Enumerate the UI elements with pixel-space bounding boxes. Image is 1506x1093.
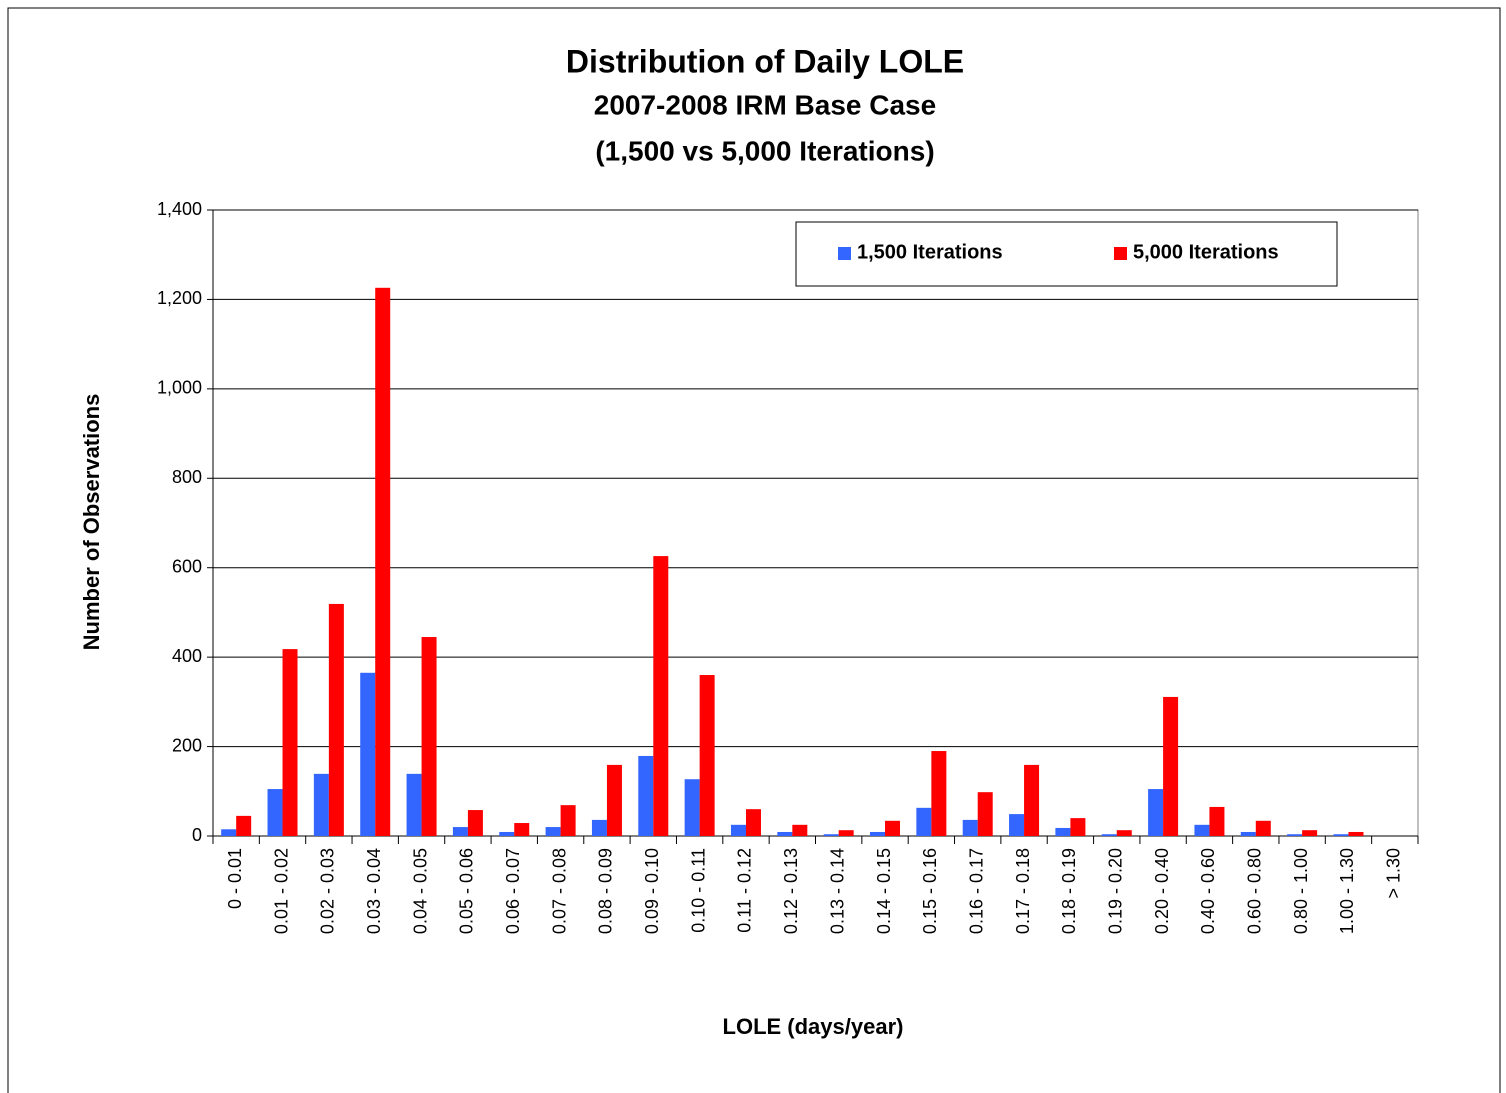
bar	[236, 815, 252, 836]
bar	[545, 827, 561, 836]
y-tick-label: 400	[172, 646, 202, 666]
legend-box	[795, 221, 1338, 287]
bar	[560, 805, 576, 836]
x-tick-label: 0.18 - 0.19	[1059, 848, 1079, 934]
bar	[1055, 827, 1071, 836]
y-tick-label: 1,400	[157, 199, 202, 219]
legend-label: 1,500 Iterations	[857, 241, 1003, 263]
legend-swatch	[838, 247, 851, 260]
bar	[1240, 831, 1256, 836]
x-tick-label: 0.80 - 1.00	[1291, 848, 1311, 934]
y-tick-label: 600	[172, 556, 202, 576]
bar	[777, 831, 793, 836]
y-axis-title: Number of Observations	[79, 394, 104, 651]
chart-subtitle: 2007-2008 IRM Base Case	[594, 89, 936, 120]
x-tick-label: 0.40 - 0.60	[1198, 848, 1218, 934]
legend-swatch	[1114, 247, 1127, 260]
bar	[730, 824, 746, 836]
bar	[1163, 696, 1179, 836]
x-tick-label: 0.13 - 0.14	[827, 848, 847, 934]
y-tick-label: 800	[172, 467, 202, 487]
bar	[684, 779, 700, 836]
x-tick-label: 0.14 - 0.15	[874, 848, 894, 934]
x-tick-label: 0.07 - 0.08	[549, 848, 569, 934]
bar	[591, 819, 607, 836]
bar	[514, 823, 530, 836]
bar	[328, 603, 344, 836]
bar	[1302, 830, 1318, 836]
y-tick-label: 1,000	[157, 378, 202, 398]
bar	[1333, 834, 1349, 836]
bar	[1101, 834, 1117, 836]
bar	[977, 792, 993, 836]
x-tick-label: 0 - 0.01	[225, 848, 245, 909]
x-tick-label: 0.05 - 0.06	[457, 848, 477, 934]
bar	[1070, 818, 1086, 836]
chart-subtitle: (1,500 vs 5,000 Iterations)	[595, 135, 934, 166]
bar	[1209, 806, 1225, 836]
bar	[1024, 764, 1040, 836]
bar	[745, 809, 761, 836]
x-tick-label: 0.06 - 0.07	[503, 848, 523, 934]
x-tick-label: 0.15 - 0.16	[920, 848, 940, 934]
bar	[221, 829, 237, 836]
bar	[792, 824, 808, 836]
bar	[499, 831, 515, 836]
bar	[1009, 814, 1025, 836]
x-tick-label: 0.12 - 0.13	[781, 848, 801, 934]
x-tick-label: 0.01 - 0.02	[271, 848, 291, 934]
bar	[638, 755, 654, 836]
bar	[1116, 830, 1132, 836]
bar	[1287, 834, 1303, 836]
x-tick-label: 0.11 - 0.12	[735, 848, 755, 933]
bar	[699, 675, 715, 836]
y-tick-label: 1,200	[157, 288, 202, 308]
x-tick-label: 0.16 - 0.17	[966, 848, 986, 934]
bar	[406, 773, 422, 836]
bar	[1148, 789, 1164, 836]
bar	[885, 820, 901, 836]
x-tick-label: 1.00 - 1.30	[1337, 848, 1357, 934]
bar	[267, 789, 283, 836]
bar	[916, 807, 932, 836]
y-tick-label: 0	[192, 825, 202, 845]
x-tick-label: 0.09 - 0.10	[642, 848, 662, 934]
bar	[931, 751, 947, 836]
bar	[313, 773, 329, 836]
x-tick-label: 0.19 - 0.20	[1106, 848, 1126, 934]
x-axis-title: LOLE (days/year)	[723, 1014, 904, 1039]
bar	[1255, 820, 1271, 836]
x-tick-label: 0.17 - 0.18	[1013, 848, 1033, 934]
bar	[282, 649, 298, 836]
bar	[653, 556, 669, 836]
plot-area	[212, 209, 1419, 837]
bar	[467, 810, 483, 836]
y-tick-label: 200	[172, 735, 202, 755]
legend-label: 5,000 Iterations	[1133, 241, 1279, 263]
chart-title: Distribution of Daily LOLE	[566, 43, 964, 79]
bar	[375, 287, 391, 836]
bar	[962, 819, 978, 836]
x-tick-label: 0.04 - 0.05	[410, 848, 430, 934]
bar	[838, 830, 854, 836]
x-tick-label: 0.08 - 0.09	[596, 848, 616, 934]
bar	[1194, 824, 1210, 836]
x-tick-label: 0.10 - 0.11	[688, 848, 708, 933]
x-tick-label: > 1.30	[1384, 848, 1404, 899]
bar	[421, 637, 437, 836]
bar	[360, 672, 376, 836]
x-tick-label: 0.03 - 0.04	[364, 848, 384, 934]
bar	[1348, 831, 1364, 836]
bar	[452, 827, 468, 836]
bar	[606, 764, 622, 836]
bar	[823, 834, 839, 836]
bar	[870, 831, 886, 836]
x-tick-label: 0.20 - 0.40	[1152, 848, 1172, 934]
x-tick-label: 0.60 - 0.80	[1245, 848, 1265, 934]
x-tick-label: 0.02 - 0.03	[318, 848, 338, 934]
